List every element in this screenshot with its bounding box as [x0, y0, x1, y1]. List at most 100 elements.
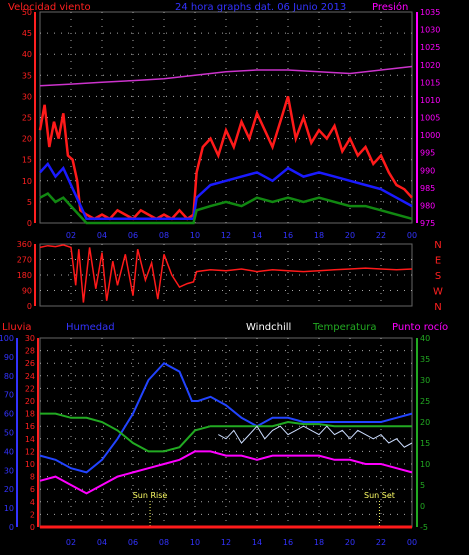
rain-label: Lluvia [2, 322, 32, 333]
hour-tick: 10 [190, 231, 200, 240]
wind-speed-label: Velocidad viento [8, 2, 91, 13]
pressure-tick: 1020 [420, 61, 440, 70]
rain-tick: 70 [4, 391, 14, 400]
dewpoint-label: Punto rocío [392, 321, 448, 333]
wind-speed-tick: 10 [22, 177, 32, 186]
pressure-tick: 1035 [420, 8, 440, 17]
temp-left-tick: 2 [30, 510, 35, 519]
rain-tick: 20 [4, 485, 14, 494]
direction-tick: 270 [17, 256, 32, 265]
temp-left-tick: 20 [25, 397, 35, 406]
temp-left-tick: 18 [25, 410, 35, 419]
pressure-tick: 1005 [420, 114, 440, 123]
rain-tick: 50 [4, 429, 14, 438]
temp-right-tick: 5 [420, 481, 425, 490]
chart-title: 24 hora graphs dat. 06 Junio 2013 [175, 2, 346, 13]
hour-tick: 10 [190, 538, 200, 547]
hour-axis-1: 02 04 06 08 10 12 14 16 18 20 22 00 [66, 231, 417, 240]
temp-left-tick: 26 [25, 359, 35, 368]
rain-tick: 60 [4, 410, 14, 419]
wind-speed-tick: 40 [22, 50, 32, 59]
series-humidity [39, 361, 413, 474]
hour-tick: 04 [97, 231, 107, 240]
pressure-tick: 1025 [420, 43, 440, 52]
hour-tick: 18 [314, 231, 324, 240]
hour-tick: 18 [314, 538, 324, 547]
pressure-tick: 975 [420, 219, 435, 228]
compass-label: S [435, 271, 441, 282]
hour-tick: 22 [376, 538, 386, 547]
wind-speed-tick: 35 [22, 71, 32, 80]
panel-wind-direction [39, 243, 413, 307]
hour-tick: 06 [128, 231, 138, 240]
sun-event-label: Sun Set [364, 491, 395, 500]
wind-speed-tick: 20 [22, 135, 32, 144]
sun-events: Sun Rise Sun Set [133, 491, 395, 527]
temp-left-tick: 30 [25, 334, 35, 343]
hour-tick: 02 [66, 538, 76, 547]
series-min [39, 191, 413, 225]
hour-tick: 08 [159, 231, 169, 240]
direction-tick: 180 [17, 271, 32, 280]
compass-label: N [434, 302, 441, 313]
wind-speed-tick: 50 [22, 8, 32, 17]
rain-tick: 100 [0, 334, 14, 343]
temp-left-tick: 0 [30, 523, 35, 532]
hour-tick: 14 [252, 538, 262, 547]
hour-tick: 00 [407, 231, 417, 240]
temp-right-tick: -5 [420, 523, 428, 532]
series-wind-direction [39, 244, 413, 303]
temp-right-tick: 20 [420, 418, 430, 427]
wind-speed-tick: 15 [22, 156, 32, 165]
temp-left-tick: 22 [25, 384, 35, 393]
pressure-tick: 1015 [420, 78, 440, 87]
hour-tick: 00 [407, 538, 417, 547]
series-direction [39, 244, 413, 303]
series-mean [39, 161, 413, 221]
temp-right-tick: 15 [420, 439, 430, 448]
temp-left-tick: 14 [25, 435, 35, 444]
pressure-tick: 990 [420, 166, 435, 175]
series-temperature [40, 412, 412, 453]
pressure-tick: 985 [420, 184, 435, 193]
temp-right-tick: 35 [420, 355, 430, 364]
temp-left-tick: 6 [30, 485, 35, 494]
rain-axis: 0 10 20 30 40 50 60 70 80 90 100 [0, 334, 18, 532]
wind-speed-tick: 25 [22, 114, 32, 123]
pressure-axis: 975 980 985 990 995 1000 1005 1010 1015 1020 1025 1… [416, 8, 440, 228]
hour-tick: 12 [221, 231, 231, 240]
wind-speed-tick: 30 [22, 92, 32, 101]
hour-tick: 16 [283, 538, 293, 547]
hour-tick: 06 [128, 538, 138, 547]
rain-tick: 10 [4, 504, 14, 513]
wind-speed-tick: 0 [27, 219, 32, 228]
panel-temperature [39, 337, 413, 528]
direction-tick: 0 [27, 302, 32, 311]
series-wind-pressure [38, 65, 413, 225]
temp-left-tick: 28 [25, 347, 35, 356]
temp-left-tick: 12 [25, 447, 35, 456]
direction-tick: 360 [17, 240, 32, 249]
direction-tick: 90 [22, 287, 32, 296]
series-pressure [39, 65, 413, 87]
hour-tick: 20 [345, 231, 355, 240]
hour-tick: 04 [97, 538, 107, 547]
rain-tick: 30 [4, 466, 14, 475]
pressure-tick: 1030 [420, 26, 440, 35]
hour-tick: 12 [221, 538, 231, 547]
temp-right-tick: 0 [420, 502, 425, 511]
hour-tick: 20 [345, 538, 355, 547]
hour-tick: 02 [66, 231, 76, 240]
hour-tick: 22 [376, 231, 386, 240]
wind-speed-tick: 5 [27, 198, 32, 207]
temp-left-tick: 24 [25, 372, 35, 381]
temp-right-axis: -5 0 5 10 15 20 25 30 35 40 [416, 334, 430, 532]
series-dewpoint [39, 450, 413, 495]
wind-speed-tick: 45 [22, 29, 32, 38]
temp-right-tick: 40 [420, 334, 430, 343]
pressure-tick: 980 [420, 201, 435, 210]
series-windchill [218, 425, 413, 448]
temperature-label: Temperatura [312, 322, 377, 333]
